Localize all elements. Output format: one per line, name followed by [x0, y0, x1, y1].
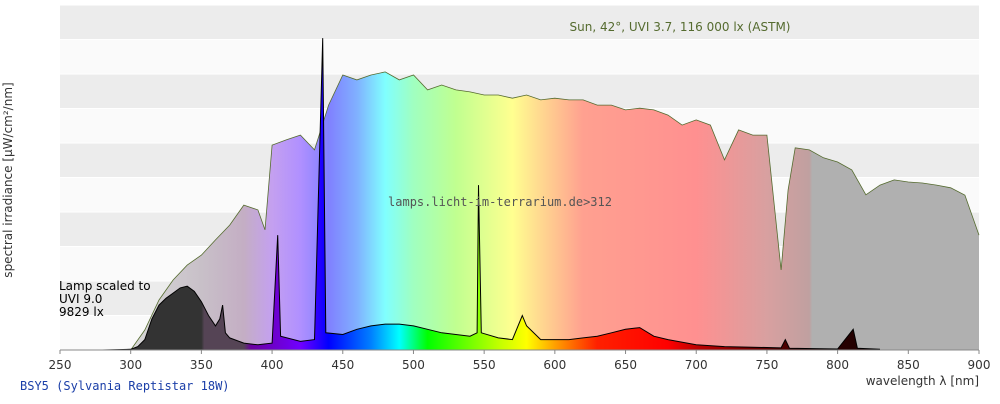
x-tick-label: 350: [190, 358, 213, 372]
x-tick-label: 850: [897, 358, 920, 372]
x-tick-label: 750: [755, 358, 778, 372]
annotation: 9829 lx: [59, 305, 104, 319]
line: [102, 38, 881, 351]
annotation: Lamp scaled to: [59, 279, 151, 293]
x-tick-label: 300: [119, 358, 142, 372]
x-tick-label: 500: [402, 358, 425, 372]
annotation: UVI 9.0: [59, 292, 102, 306]
watermark: lamps.licht-im-terrarium.de>312: [388, 195, 612, 209]
x-tick-label: 900: [968, 358, 991, 372]
x-tick-label: 650: [614, 358, 637, 372]
sun-label: Sun, 42°, UVI 3.7, 116 000 lx (ASTM): [570, 20, 791, 34]
grid-band: [60, 5, 979, 40]
x-tick-label: 400: [261, 358, 284, 372]
y-axis-label: spectral irradiance [µW/cm²/nm]: [1, 82, 15, 277]
x-tick-label: 450: [331, 358, 354, 372]
x-tick-label: 250: [49, 358, 72, 372]
x-axis-label: wavelength λ [nm]: [866, 374, 979, 388]
x-tick-label: 600: [543, 358, 566, 372]
area: [130, 71, 979, 351]
grid-band: [60, 39, 979, 74]
lamp-name: BSY5 (Sylvania Reptistar 18W): [20, 379, 230, 393]
area: [102, 38, 880, 350]
x-tick-label: 800: [826, 358, 849, 372]
line: [130, 71, 980, 351]
x-tick-label: 700: [685, 358, 708, 372]
x-tick-label: 550: [473, 358, 496, 372]
